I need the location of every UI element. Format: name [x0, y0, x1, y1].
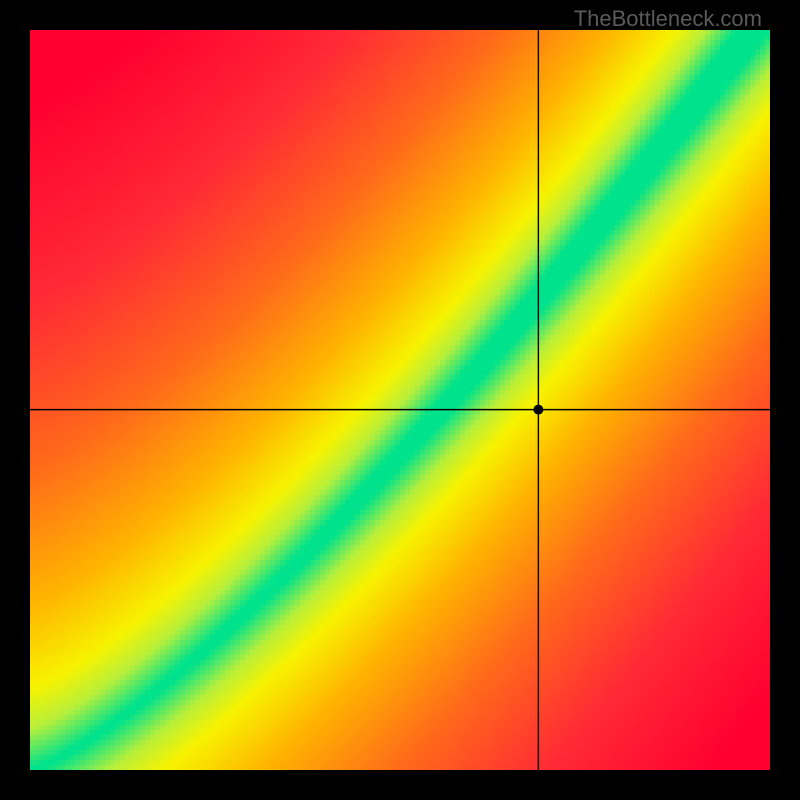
heatmap-canvas [30, 30, 770, 770]
watermark-text: TheBottleneck.com [574, 6, 762, 32]
bottleneck-heatmap [30, 30, 770, 770]
chart-frame: TheBottleneck.com [0, 0, 800, 800]
